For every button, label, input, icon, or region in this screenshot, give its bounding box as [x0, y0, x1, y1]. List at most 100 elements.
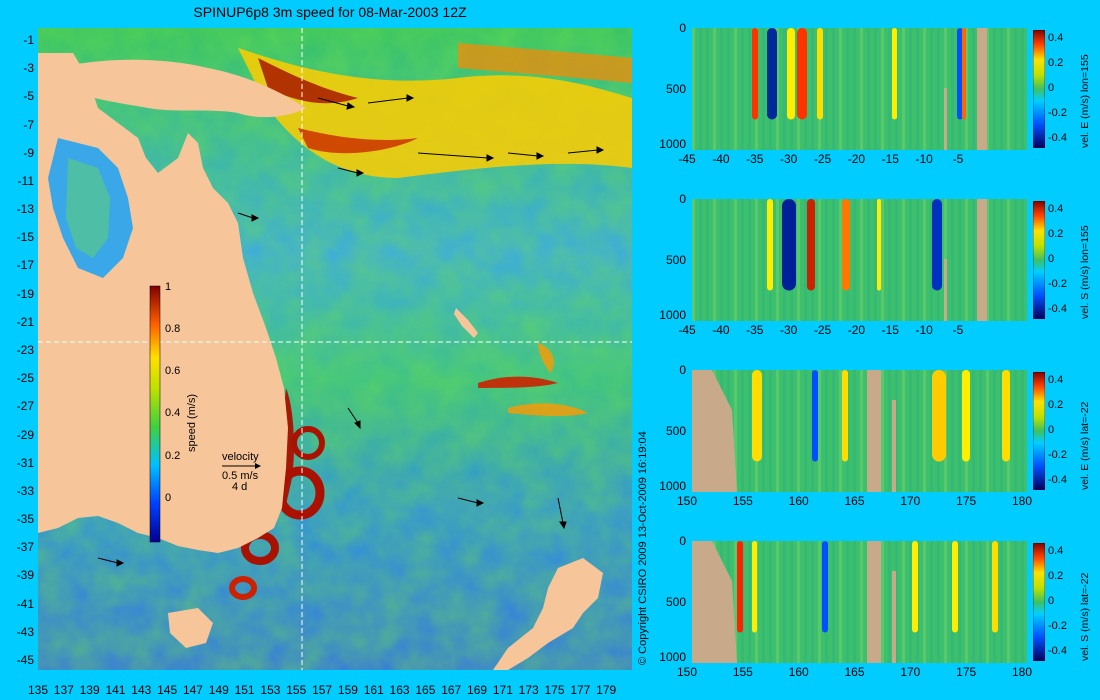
map-y-tick: -23 — [16, 343, 34, 357]
section-background — [692, 370, 1027, 492]
speed-colorbar-tick: 0 — [165, 491, 172, 504]
map-x-tick: 179 — [596, 683, 617, 697]
section-texture-stripe — [748, 541, 751, 663]
section-land-column — [977, 28, 987, 150]
speed-colorbar-tick: 0.6 — [165, 365, 181, 378]
page-title: SPINUP6p8 3m speed for 08-Mar-2003 12Z — [193, 4, 467, 20]
section-x-tick: 180 — [1011, 665, 1033, 679]
section-texture-stripe — [1014, 541, 1017, 663]
map-x-tick: 171 — [492, 683, 513, 697]
map-y-tick: -37 — [16, 540, 34, 555]
lon-section-south-plot[interactable] — [692, 199, 1027, 321]
map-x-tick: 177 — [570, 683, 591, 697]
section-x-tick: -30 — [779, 152, 798, 166]
section-texture-stripe — [727, 28, 730, 150]
section-colorbar-label: vel. E (m/s) lon=155 — [1079, 54, 1091, 148]
section-texture-stripe — [909, 541, 912, 663]
section-texture-stripe — [839, 28, 842, 150]
section-texture-stripe — [783, 28, 786, 150]
section-velocity-band — [817, 28, 823, 120]
section-x-tick: -20 — [847, 152, 866, 166]
section-texture-stripe — [986, 541, 989, 663]
section-texture-stripe — [888, 541, 891, 663]
section-texture-stripe — [734, 541, 737, 663]
speed-colorbar-tick: 0.4 — [165, 407, 181, 420]
section-texture-stripe — [951, 28, 954, 150]
section-colorbar-tick: -0.2 — [1048, 278, 1067, 290]
section-texture-stripe — [748, 28, 751, 150]
map-x-tick: 151 — [234, 683, 255, 697]
section-texture-stripe — [1007, 541, 1010, 663]
colorbar-gradient — [1033, 30, 1045, 148]
eddy-1 — [291, 426, 325, 460]
speed-map[interactable] — [38, 28, 632, 670]
section-texture-stripe — [1000, 199, 1003, 321]
section-velocity-band — [952, 541, 958, 633]
section-texture-stripe — [888, 199, 891, 321]
section-texture-stripe — [846, 28, 849, 150]
section-texture-stripe — [923, 370, 926, 492]
section-texture-stripe — [762, 199, 765, 321]
section-velocity-band — [737, 541, 743, 633]
section-texture-stripe — [972, 28, 975, 150]
section-texture-stripe — [825, 28, 828, 150]
lat-section-south-plot[interactable] — [692, 541, 1027, 663]
section-texture-stripe — [776, 370, 779, 492]
section-colorbar-tick: -0.2 — [1048, 620, 1067, 632]
section-x-tick: -30 — [779, 323, 798, 337]
section-texture-stripe — [818, 541, 821, 663]
section-x-tick: -40 — [712, 323, 730, 337]
section-texture-stripe — [853, 199, 856, 321]
lon-section-east-plot[interactable] — [692, 28, 1027, 150]
section-texture-stripe — [734, 370, 737, 492]
section-texture-stripe — [832, 28, 835, 150]
section-x-tick: 150 — [676, 494, 698, 508]
section-velocity-band — [767, 199, 773, 291]
section-texture-stripe — [818, 199, 821, 321]
map-x-tick: 161 — [363, 683, 384, 697]
section-texture-stripe — [993, 370, 996, 492]
section-texture-stripe — [741, 370, 744, 492]
section-velocity-band — [822, 541, 828, 633]
section-texture-stripe — [860, 28, 863, 150]
section-x-tick: -40 — [712, 152, 730, 166]
map-y-tick: -31 — [16, 455, 34, 470]
section-x-tick: -35 — [746, 152, 764, 166]
section-land-column — [867, 541, 881, 663]
section-texture-stripe — [958, 541, 961, 663]
map-x-tick: 141 — [105, 683, 126, 697]
section-velocity-band — [807, 199, 815, 291]
section-texture-stripe — [762, 541, 765, 663]
section-colorbar-tick: -0.4 — [1048, 303, 1067, 315]
section-colorbar-tick: 0.4 — [1048, 374, 1064, 386]
section-texture-stripe — [881, 199, 884, 321]
map-y-tick: -29 — [16, 427, 34, 442]
section-velocity-band — [992, 541, 998, 633]
map-y-tick: -33 — [16, 483, 34, 498]
lat-section-east-plot[interactable] — [692, 370, 1027, 492]
section-colorbar-tick: 0 — [1048, 595, 1055, 607]
section-texture-stripe — [706, 199, 709, 321]
section-land-column — [977, 199, 987, 321]
section-texture-stripe — [958, 199, 961, 321]
section-y-tick: 0 — [679, 534, 686, 548]
map-x-tick: 167 — [441, 683, 462, 697]
section-texture-stripe — [720, 199, 723, 321]
section-texture-stripe — [951, 199, 954, 321]
section-texture-stripe — [804, 199, 807, 321]
map-y-tick: -15 — [16, 230, 34, 245]
section-velocity-band — [1002, 370, 1010, 462]
section-texture-stripe — [1000, 370, 1003, 492]
section-land-column — [892, 571, 896, 663]
section-land-column — [944, 259, 947, 321]
colorbar-gradient — [1033, 543, 1045, 661]
lon-section-east-colorbar — [1033, 30, 1045, 148]
section-texture-stripe — [986, 28, 989, 150]
section-texture-stripe — [972, 370, 975, 492]
section-velocity-band — [912, 541, 918, 633]
section-velocity-band — [842, 370, 848, 462]
section-land-column — [892, 400, 896, 492]
tasmania-land — [168, 608, 213, 648]
section-texture-stripe — [895, 541, 898, 663]
section-velocity-band — [932, 370, 946, 462]
